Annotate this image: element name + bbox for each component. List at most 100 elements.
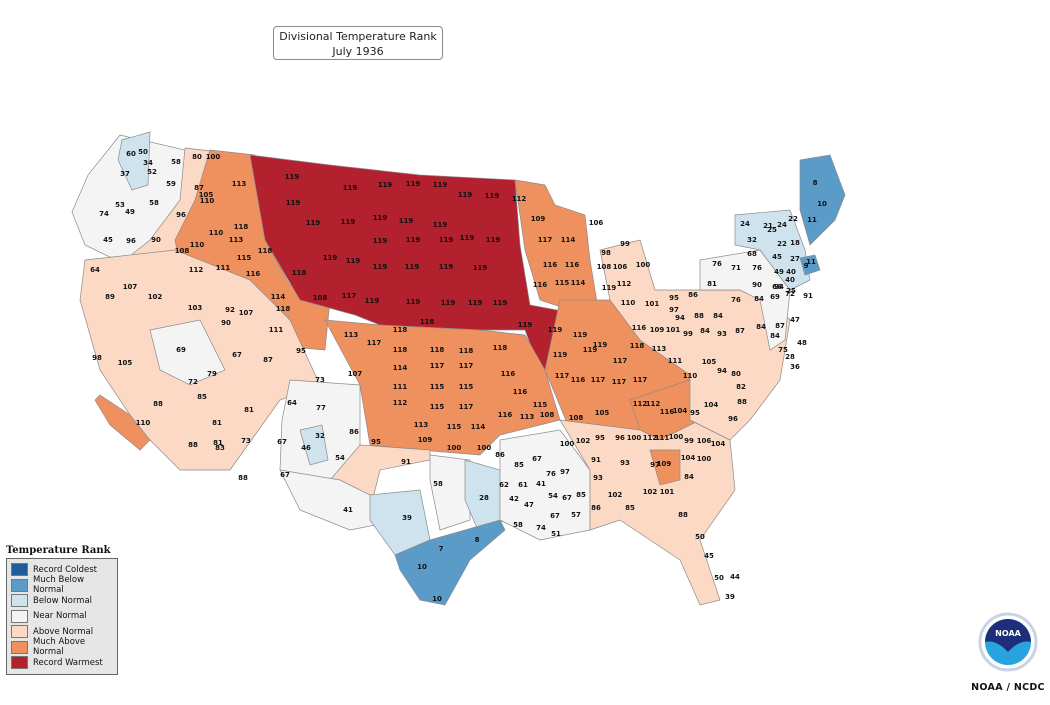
legend-swatch [11,609,28,623]
svg-text:87: 87 [263,356,273,364]
svg-text:69: 69 [770,293,780,301]
svg-text:45: 45 [103,236,113,244]
svg-text:68: 68 [747,250,757,258]
svg-text:102: 102 [148,293,163,301]
svg-text:114: 114 [571,279,586,287]
legend-label: Record Coldest [33,564,97,575]
svg-text:118: 118 [292,269,307,277]
svg-text:90: 90 [752,281,762,289]
climate-divisions [71,131,846,606]
svg-text:64: 64 [287,399,297,407]
title-line1: Divisional Temperature Rank [279,30,437,43]
svg-text:106: 106 [613,263,628,271]
svg-text:112: 112 [643,434,658,442]
svg-text:47: 47 [524,501,534,509]
svg-text:119: 119 [341,218,356,226]
svg-text:119: 119 [548,326,563,334]
svg-text:119: 119 [346,257,361,265]
svg-text:119: 119 [373,263,388,271]
svg-text:118: 118 [258,247,273,255]
svg-text:84: 84 [684,473,694,481]
svg-text:45: 45 [772,253,782,261]
svg-text:85: 85 [625,504,635,512]
svg-text:91: 91 [401,458,411,466]
svg-text:96: 96 [176,211,186,219]
svg-text:87: 87 [775,322,785,330]
svg-text:40: 40 [786,268,796,276]
svg-text:108: 108 [175,247,190,255]
legend-swatch [11,563,28,577]
svg-text:21: 21 [763,222,773,230]
svg-text:117: 117 [613,357,628,365]
svg-text:111: 111 [655,434,670,442]
noaa-logo-icon: NOAA [978,612,1038,672]
svg-text:119: 119 [439,236,454,244]
svg-text:103: 103 [188,304,203,312]
svg-text:109: 109 [650,326,665,334]
svg-text:117: 117 [633,376,648,384]
svg-text:86: 86 [495,451,505,459]
legend-label: Much Above Normal [33,637,86,658]
svg-text:114: 114 [393,364,408,372]
svg-text:109: 109 [657,460,672,468]
svg-text:118: 118 [459,347,474,355]
svg-text:113: 113 [414,421,429,429]
svg-text:88: 88 [737,398,747,406]
svg-text:119: 119 [343,184,358,192]
svg-text:97: 97 [669,306,679,314]
svg-text:100: 100 [669,433,684,441]
svg-text:10: 10 [417,563,427,571]
svg-text:104: 104 [704,401,719,409]
svg-text:90: 90 [151,236,161,244]
svg-text:83: 83 [215,444,225,452]
svg-text:95: 95 [690,409,700,417]
legend-label: Below Normal [33,595,93,606]
legend-item-above-normal: Above Normal [11,624,113,640]
svg-text:32: 32 [747,236,757,244]
svg-text:116: 116 [498,411,513,419]
svg-text:18: 18 [790,239,800,247]
svg-text:100: 100 [697,455,712,463]
svg-text:100: 100 [636,261,651,269]
svg-text:108: 108 [597,263,612,271]
legend-item-record-coldest: Record Coldest [11,562,113,578]
svg-text:115: 115 [237,254,252,262]
svg-text:84: 84 [770,332,780,340]
svg-text:40: 40 [785,276,795,284]
svg-text:100: 100 [560,440,575,448]
svg-text:108: 108 [569,414,584,422]
svg-text:11: 11 [807,216,817,224]
svg-text:107: 107 [239,309,254,317]
svg-text:108: 108 [540,411,555,419]
svg-text:10: 10 [432,595,442,603]
svg-text:80: 80 [192,153,202,161]
svg-text:101: 101 [660,488,675,496]
svg-text:114: 114 [471,423,486,431]
svg-text:119: 119 [468,299,483,307]
legend-item-much-above-normal: Much Above Normal [11,637,113,658]
svg-text:117: 117 [342,292,357,300]
svg-text:85: 85 [576,491,586,499]
svg-text:116: 116 [660,408,675,416]
svg-text:25: 25 [786,287,796,295]
svg-text:73: 73 [241,437,251,445]
svg-text:41: 41 [343,506,353,514]
svg-text:8: 8 [813,179,818,187]
svg-text:119: 119 [406,180,421,188]
svg-text:112: 112 [633,400,648,408]
svg-text:48: 48 [797,339,807,347]
svg-text:112: 112 [646,400,661,408]
svg-text:119: 119 [406,298,421,306]
svg-text:NOAA: NOAA [995,629,1021,638]
svg-text:50: 50 [714,574,724,582]
svg-text:92: 92 [225,306,235,314]
svg-text:61: 61 [518,481,528,489]
svg-text:86: 86 [591,504,601,512]
svg-text:94: 94 [717,367,727,375]
svg-text:111: 111 [216,264,231,272]
svg-text:119: 119 [373,214,388,222]
svg-text:89: 89 [105,293,115,301]
svg-text:10: 10 [817,200,827,208]
svg-text:84: 84 [700,327,710,335]
